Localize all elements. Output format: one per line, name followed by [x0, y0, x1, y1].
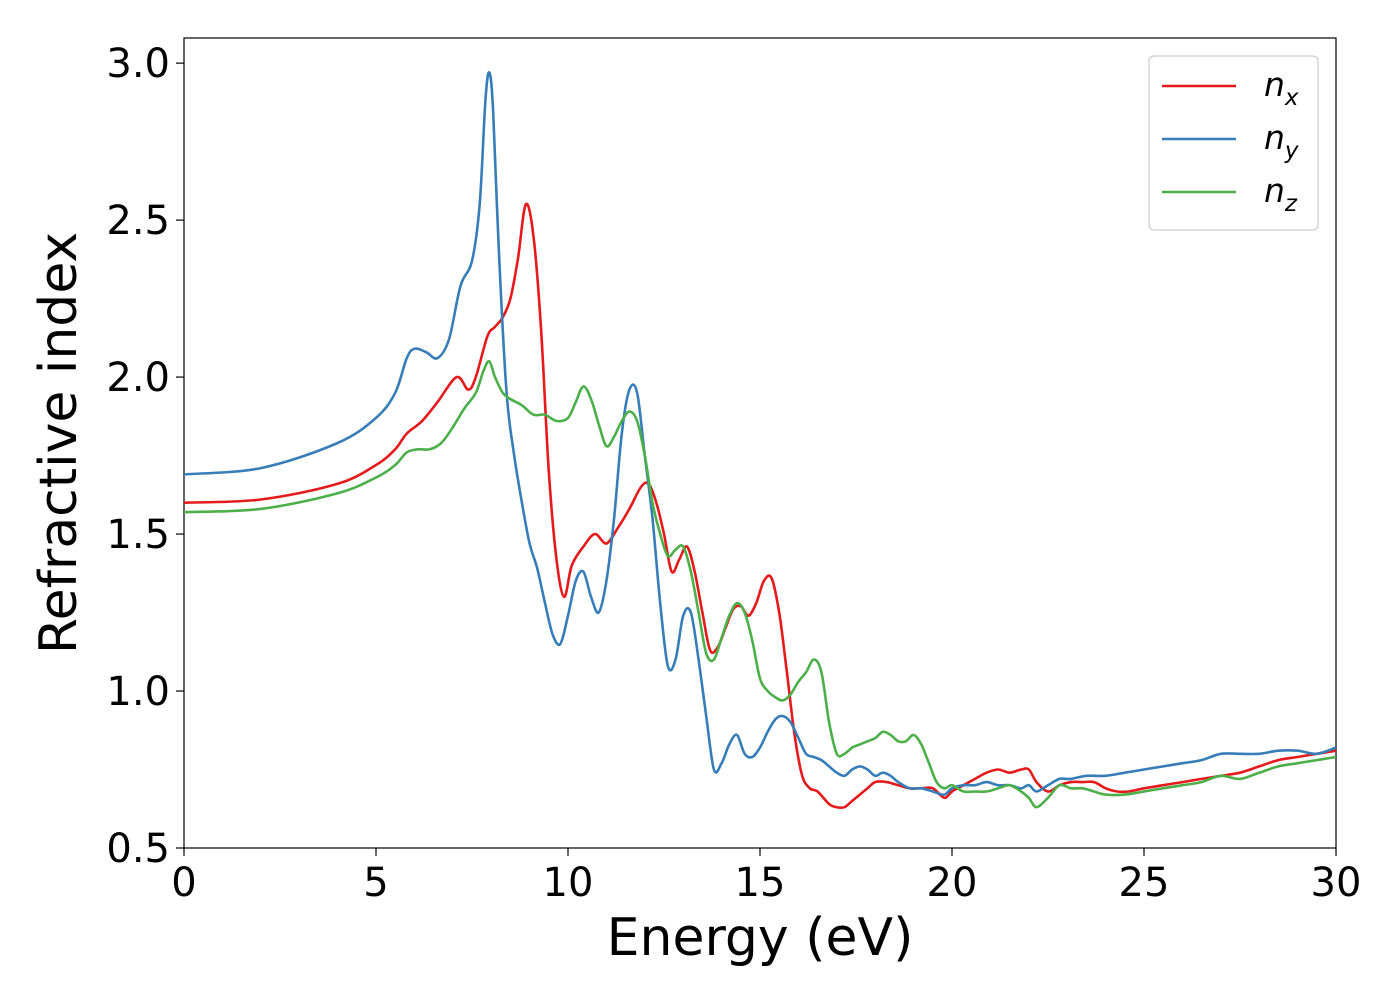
x-tick-label: 5 — [363, 860, 388, 906]
x-tick-label: 20 — [927, 860, 978, 906]
legend-label-main: n — [1264, 171, 1285, 210]
legend-label-x: nx — [1264, 65, 1299, 111]
legend-label-main: n — [1264, 118, 1285, 157]
x-tick-label: 25 — [1119, 860, 1170, 906]
y-tick-label: 1.5 — [106, 512, 170, 558]
y-tick-label: 0.5 — [106, 826, 170, 872]
legend-label-subscript: y — [1284, 138, 1299, 164]
legend-label-y: ny — [1264, 118, 1299, 164]
x-axis: 0 5 10 15 20 25 30 — [171, 848, 1361, 906]
y-tick-label: 3.0 — [106, 41, 170, 87]
legend-label-z: nz — [1264, 171, 1298, 217]
y-axis: 0.5 1.0 1.5 2.0 2.5 3.0 — [106, 41, 184, 872]
x-tick-label: 15 — [735, 860, 786, 906]
y-tick-label: 2.5 — [106, 198, 170, 244]
x-axis-label: Energy (eV) — [607, 908, 914, 968]
plot-frame — [183, 37, 1337, 849]
y-tick-label: 1.0 — [106, 669, 170, 715]
x-tick-label: 10 — [543, 860, 594, 906]
legend-label-subscript: x — [1284, 85, 1299, 111]
legend-label-subscript: z — [1284, 191, 1298, 217]
x-tick-label: 0 — [171, 860, 196, 906]
x-tick-label: 30 — [1311, 860, 1362, 906]
legend-box — [1148, 55, 1319, 231]
y-tick-label: 2.0 — [106, 355, 170, 401]
legend-label-main: n — [1264, 65, 1285, 104]
y-axis-label: Refractive index — [29, 232, 89, 654]
series-layer — [184, 71, 1336, 810]
series-line-z — [184, 359, 1336, 809]
series-line-y — [184, 71, 1336, 796]
series-line-x — [184, 202, 1336, 810]
